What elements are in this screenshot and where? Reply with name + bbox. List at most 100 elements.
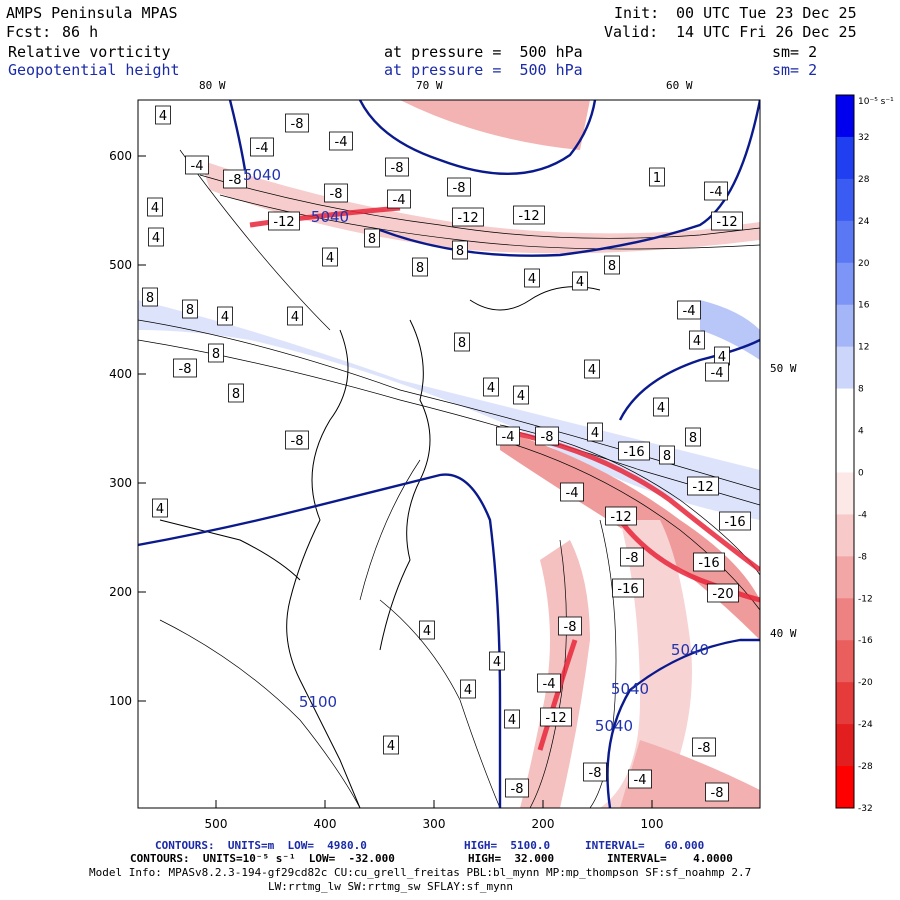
vorticity-contour-label: -8 — [535, 426, 559, 446]
lon-label-40w: 40 W — [770, 627, 797, 640]
vorticity-label-text: -16 — [724, 515, 745, 530]
lon-label-70w: 70 W — [416, 79, 443, 92]
vorticity-label-text: 4 — [387, 739, 395, 754]
x-tick-label: 100 — [641, 817, 664, 831]
valid-label: Valid: — [604, 23, 659, 41]
vorticity-label-text: 4 — [517, 389, 525, 404]
vorticity-contour-label: -4 — [677, 300, 701, 320]
vorticity-contour-label: 8 — [685, 427, 701, 447]
vorticity-label-text: 4 — [291, 310, 299, 325]
y-tick-label: 200 — [109, 585, 132, 599]
colorbar-label: 0 — [858, 468, 864, 478]
vorticity-contour-label: 8 — [228, 383, 244, 403]
colorbar-segment — [836, 220, 854, 264]
vorticity-contour-label: -4 — [705, 362, 729, 382]
vorticity-label-text: -8 — [626, 551, 639, 566]
vorticity-label-text: -8 — [391, 161, 404, 176]
colorbar-segment — [836, 640, 854, 683]
positive-vorticity-east — [700, 300, 760, 360]
vorticity-label-text: 4 — [657, 401, 665, 416]
vorticity-label-text: -8 — [291, 434, 304, 449]
vorticity-contour-label: -12 — [605, 506, 637, 526]
vorticity-contour-label: -8 — [285, 113, 309, 133]
vorticity-contour-label: 8 — [452, 240, 468, 260]
vorticity-contour-label: -16 — [693, 552, 725, 572]
colorbar-label: 32 — [858, 133, 869, 143]
vorticity-contour-label: 4 — [147, 197, 163, 217]
vorticity-label-text: 4 — [528, 272, 536, 287]
vorticity-contour-label: -4 — [628, 769, 652, 789]
vorticity-contour-label: -4 — [387, 189, 411, 209]
negative-vorticity-band-north — [200, 160, 760, 254]
map-fields — [138, 100, 760, 808]
y-tick-label: 100 — [109, 694, 132, 708]
vorticity-label-text: -12 — [457, 211, 478, 226]
vorticity-contour-label: 4 — [714, 346, 730, 366]
field1-name: Relative vorticity — [8, 43, 171, 61]
lon-label-50w: 50 W — [770, 362, 797, 375]
height-contour-label: 5040 — [611, 680, 649, 698]
height-contour-label: 5100 — [299, 693, 337, 711]
vorticity-contour-label: 4 — [513, 385, 529, 405]
y-tick-label: 500 — [109, 258, 132, 272]
vorticity-label-text: 4 — [151, 201, 159, 216]
vorticity-contour-label: 8 — [454, 332, 470, 352]
colorbar-label: -24 — [858, 720, 873, 730]
map-frame — [137, 99, 761, 809]
colorbar-segment — [836, 472, 854, 515]
vorticity-label-text: 4 — [156, 502, 164, 517]
colorbar-label: -16 — [858, 636, 873, 646]
vorticity-label-text: 8 — [663, 449, 671, 464]
vorticity-label-text: -8 — [511, 782, 524, 797]
vorticity-contour-label: -12 — [711, 211, 743, 231]
vorticity-contour-label: 4 — [419, 620, 435, 640]
vorticity-label-text: 4 — [508, 713, 516, 728]
vorticity-contour-label: -4 — [537, 673, 561, 693]
vorticity-contour-label: 4 — [383, 735, 399, 755]
footer-vort-interval: INTERVAL= 4.0000 — [607, 852, 733, 865]
vorticity-labels: 4-8-4 -4-4 -8-8-8 -4-81-44-12 -12 -12 -124 8848… — [142, 105, 751, 802]
footer-height-contours: CONTOURS: UNITS=m LOW= 4980.0 — [155, 839, 367, 852]
vorticity-label-text: -20 — [712, 587, 733, 602]
vorticity-contour-label: 8 — [208, 343, 224, 363]
vorticity-contour-label: 4 — [489, 651, 505, 671]
vorticity-label-text: 1 — [653, 171, 661, 186]
x-tick-label: 200 — [532, 817, 555, 831]
vorticity-label-text: -12 — [273, 215, 294, 230]
colorbar-segment — [836, 556, 854, 599]
colorbar-label: 12 — [858, 343, 869, 353]
colorbar-segment — [836, 514, 854, 557]
vorticity-label-text: -8 — [711, 786, 724, 801]
y-axis-ticks: 600 500 400 300 200 100 — [109, 149, 146, 708]
vorticity-contour-label: -8 — [705, 782, 729, 802]
colorbar-segment — [836, 724, 854, 767]
vorticity-contour-label: 8 — [604, 255, 620, 275]
vorticity-label-text: -4 — [335, 135, 348, 150]
vorticity-contour-label: 8 — [364, 228, 380, 248]
vorticity-contour-label: -20 — [707, 583, 739, 603]
y-tick-label: 600 — [109, 149, 132, 163]
vorticity-label-text: -16 — [617, 582, 638, 597]
vorticity-contour-label: 4 — [152, 498, 168, 518]
vorticity-contour-label: 4 — [572, 271, 588, 291]
vorticity-contour-label: 4 — [155, 105, 171, 125]
vorticity-label-text: -8 — [541, 430, 554, 445]
vorticity-contour-label: -12 — [268, 211, 300, 231]
footer-height-high: HIGH= 5100.0 — [464, 839, 551, 852]
vorticity-contour-label: 8 — [182, 299, 198, 319]
vorticity-contour-label: -8 — [324, 183, 348, 203]
vorticity-contour-label: -8 — [505, 778, 529, 798]
footer-model-info-2: LW:rrtmg_lw SW:rrtmg_sw SFLAY:sf_mynn — [268, 880, 514, 893]
vorticity-label-text: 4 — [493, 655, 501, 670]
vorticity-label-text: -8 — [291, 117, 304, 132]
vorticity-contour-label: -8 — [223, 169, 247, 189]
vorticity-contour-label: -4 — [496, 426, 520, 446]
vorticity-label-text: 8 — [456, 244, 464, 259]
negative-vorticity-jet — [500, 430, 760, 640]
vorticity-label-text: -4 — [566, 486, 579, 501]
vorticity-label-text: 4 — [487, 381, 495, 396]
negative-vorticity-south — [600, 520, 692, 808]
vorticity-label-text: 4 — [576, 275, 584, 290]
vorticity-label-text: -4 — [683, 304, 696, 319]
vorticity-contour-label: -16 — [612, 578, 644, 598]
